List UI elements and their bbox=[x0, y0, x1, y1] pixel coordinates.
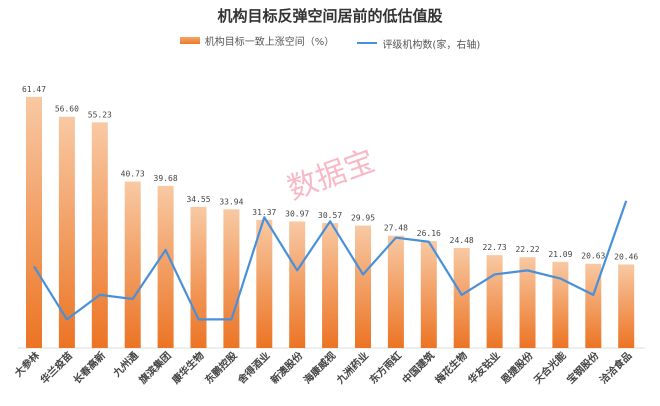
x-tick-label: 九州通 bbox=[110, 349, 141, 380]
chart-title: 机构目标反弹空间居前的低估值股 bbox=[217, 7, 443, 25]
x-tick-label: 新澳股份 bbox=[268, 348, 306, 386]
data-label: 22.73 bbox=[483, 243, 507, 252]
x-tick-label: 长春高新 bbox=[70, 349, 107, 386]
bar bbox=[157, 185, 174, 348]
data-label: 61.47 bbox=[22, 85, 46, 94]
x-tick-label: 海康威视 bbox=[301, 349, 338, 386]
data-label: 20.63 bbox=[581, 252, 605, 261]
data-label: 20.46 bbox=[614, 252, 638, 261]
x-tick-label: 梅花生物 bbox=[432, 349, 469, 386]
data-label: 30.97 bbox=[285, 209, 309, 218]
bar bbox=[26, 96, 42, 349]
x-tick-label: 恩捷股份 bbox=[498, 348, 536, 386]
x-tick-label: 中国建筑 bbox=[399, 349, 436, 386]
bar bbox=[322, 223, 339, 348]
bar bbox=[91, 122, 108, 348]
data-label: 31.37 bbox=[252, 208, 276, 217]
data-label: 30.57 bbox=[318, 211, 342, 220]
bar bbox=[190, 206, 207, 348]
x-tick-label: 旗滨集团 bbox=[136, 349, 173, 386]
data-label: 39.68 bbox=[154, 174, 178, 183]
bar bbox=[453, 247, 470, 348]
data-label: 26.16 bbox=[417, 229, 441, 238]
x-tick-label: 洽洽食品 bbox=[597, 349, 634, 386]
x-tick-label: 康华生物 bbox=[169, 349, 206, 386]
data-label: 21.09 bbox=[548, 250, 572, 259]
legend-label-line: 评级机构数(家，右轴) bbox=[382, 39, 481, 51]
bar bbox=[420, 241, 437, 348]
x-tick-label: 大参林 bbox=[12, 348, 43, 379]
x-tick-label: 天合光能 bbox=[531, 349, 568, 386]
bar bbox=[618, 264, 635, 348]
x-tick-label: 华友钴业 bbox=[465, 349, 502, 386]
x-tick-label: 华兰疫苗 bbox=[38, 349, 75, 386]
data-label: 27.48 bbox=[384, 224, 408, 233]
data-label: 24.48 bbox=[450, 236, 474, 245]
x-tick-label: 九洲药业 bbox=[333, 349, 371, 387]
legend: 机构目标一致上涨空间（%） 评级机构数(家，右轴) bbox=[0, 33, 660, 51]
legend-label-bar: 机构目标一致上涨空间（%） bbox=[204, 37, 335, 48]
legend-item-bar: 机构目标一致上涨空间（%） bbox=[179, 33, 335, 48]
data-label: 56.60 bbox=[55, 105, 79, 114]
data-label: 55.23 bbox=[88, 110, 112, 119]
bar bbox=[355, 225, 371, 348]
x-tick-label: 宝钢股份 bbox=[564, 348, 602, 386]
bar bbox=[124, 181, 141, 348]
bar bbox=[387, 235, 404, 348]
bar bbox=[552, 261, 569, 348]
data-label: 40.73 bbox=[121, 170, 145, 179]
bar bbox=[289, 221, 306, 348]
legend-swatch-bar bbox=[179, 37, 200, 44]
bar bbox=[486, 255, 503, 348]
x-tick-label: 东鹏控股 bbox=[202, 348, 240, 386]
x-tick-label: 舍得酒业 bbox=[234, 349, 272, 387]
bar bbox=[58, 116, 75, 349]
legend-swatch-line bbox=[357, 42, 378, 44]
bar bbox=[256, 219, 273, 348]
bar bbox=[223, 209, 240, 348]
legend-item-line: 评级机构数(家，右轴) bbox=[357, 36, 480, 51]
bar bbox=[519, 257, 536, 348]
data-label: 22.22 bbox=[515, 245, 539, 254]
data-label: 34.55 bbox=[186, 195, 210, 204]
x-tick-label: 东方雨虹 bbox=[367, 349, 404, 386]
data-label: 33.94 bbox=[219, 197, 243, 206]
data-label: 29.95 bbox=[351, 214, 375, 223]
